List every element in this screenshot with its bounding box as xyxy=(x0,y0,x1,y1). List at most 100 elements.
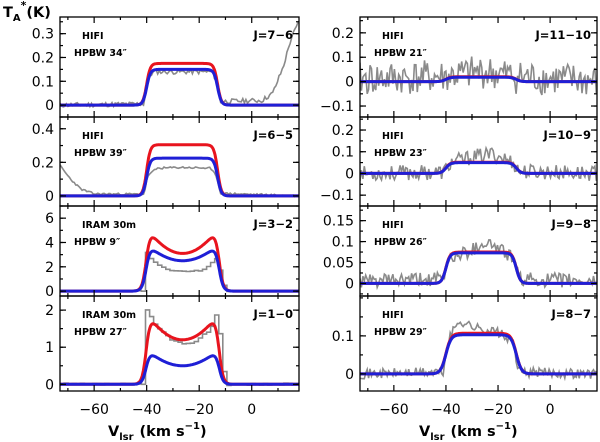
plot-area xyxy=(60,236,299,293)
y-tick-label: 0.1 xyxy=(332,50,354,66)
model-line-blue xyxy=(360,75,597,84)
transition-label: J=10−9 xyxy=(542,128,591,142)
y-tick-label: 0 xyxy=(345,367,354,383)
observed-spectrum xyxy=(60,164,298,198)
y-tick-label: 0 xyxy=(45,98,54,114)
y-tick-label: 0.05 xyxy=(323,256,354,272)
transition-label: J=1−0 xyxy=(252,307,293,321)
x-axis-title-left: Vlsr (km s−1) xyxy=(108,421,207,442)
beam-label: HPBW 29″ xyxy=(374,327,428,338)
beam-label: HPBW 27″ xyxy=(74,327,128,338)
telescope-label: HIFI xyxy=(82,31,104,42)
plot-area xyxy=(360,56,597,96)
x-title-right-unit: (km s xyxy=(451,424,496,440)
x-title-right-sub: lsr xyxy=(430,432,444,442)
observed-spectrum xyxy=(360,239,597,291)
y-tick-label: 0.4 xyxy=(32,122,54,138)
y-tick-label: 0.3 xyxy=(32,27,54,43)
telescope-label: HIFI xyxy=(82,131,104,142)
panel-right-1: −0.1 0 0.1 0.2 HIFI HPBW 23″ J=10−9 xyxy=(320,116,598,207)
x-title-left-sup: −1 xyxy=(185,421,200,432)
telescope-label: IRAM 30m xyxy=(82,220,136,231)
y-tick-label: −0.1 xyxy=(320,188,354,204)
y-tick-label: 0.2 xyxy=(332,123,354,139)
x-tick-label: −60 xyxy=(379,402,409,418)
y-axis-title: TA*(K) xyxy=(3,0,51,24)
x-tick-label: −40 xyxy=(132,402,162,418)
y-tick-label: 6 xyxy=(45,211,54,227)
model-line-blue xyxy=(360,161,597,175)
observed-spectrum xyxy=(60,251,299,293)
model-line-blue xyxy=(360,333,597,376)
beam-label: HPBW 39″ xyxy=(74,148,128,159)
y-tick-label: 0.1 xyxy=(332,145,354,161)
panel-left-3: 0 1 2 −60 −40 −20 0 IRAM 30m HPBW 27″ J=1−0 xyxy=(45,295,300,418)
observed-spectrum xyxy=(360,320,597,382)
x-axis-title-right: Vlsr (km s−1) xyxy=(419,421,518,442)
panel-left-1: 0 0.2 0.4 HIFI HPBW 39″ J=6−5 xyxy=(32,116,300,207)
x-title-right-sup: −1 xyxy=(496,421,511,432)
beam-label: HPBW 9″ xyxy=(74,237,121,248)
y-tick-label: 0.15 xyxy=(323,214,354,230)
panel-right-0: −0.1 0 0.1 0.2 HIFI HPBW 21″ J=11−10 xyxy=(320,16,598,118)
panel-right-2: 0 0.05 0.1 0.15 HIFI HPBW 26″ J=9−8 xyxy=(323,205,598,297)
y-axis-title-sub: A xyxy=(13,13,21,24)
transition-label: J=9−8 xyxy=(550,217,591,231)
beam-label: HPBW 34″ xyxy=(74,48,128,59)
transition-label: J=6−5 xyxy=(252,128,293,142)
y-tick-label: 2 xyxy=(45,260,54,276)
y-tick-label: 0 xyxy=(345,75,354,91)
x-tick-label: −20 xyxy=(483,402,513,418)
y-tick-label: 1 xyxy=(45,340,54,356)
panel-left-2: 0 2 4 6 IRAM 30m HPBW 9″ J=3−2 xyxy=(45,205,300,300)
x-tick-label: −20 xyxy=(184,402,214,418)
y-tick-label: 0.1 xyxy=(332,329,354,345)
y-tick-label: 0.2 xyxy=(32,155,54,171)
telescope-label: IRAM 30m xyxy=(82,310,136,321)
y-tick-label: 4 xyxy=(45,235,54,251)
panel-frame xyxy=(359,295,598,392)
observed-spectrum xyxy=(360,145,597,183)
plot-area xyxy=(60,143,299,198)
y-tick-label: 0.2 xyxy=(332,26,354,42)
telescope-label: HIFI xyxy=(382,131,404,142)
x-title-right-close: ) xyxy=(511,424,518,440)
model-line-blue xyxy=(60,67,299,107)
y-tick-label: 0 xyxy=(345,276,354,292)
y-axis-title-main: T xyxy=(3,5,13,21)
beam-label: HPBW 26″ xyxy=(374,237,428,248)
plot-area xyxy=(60,309,299,387)
panel-right-3: 0 0.1 −60 −40 −20 0 HIFI HPBW 29″ J=8−7 xyxy=(332,295,598,418)
beam-label: HPBW 21″ xyxy=(374,48,428,59)
y-tick-label: 0 xyxy=(45,284,54,300)
panel-left-0: 0 0.1 0.2 0.3 HIFI HPBW 34″ J=7−6 xyxy=(32,16,300,118)
x-tick-label: 0 xyxy=(247,402,256,418)
y-tick-label: 0 xyxy=(45,377,54,393)
observed-spectrum xyxy=(60,309,299,387)
y-tick-label: −0.1 xyxy=(320,99,354,115)
y-tick-label: 0 xyxy=(45,189,54,205)
panel-frame xyxy=(59,295,300,392)
telescope-label: HIFI xyxy=(382,310,404,321)
observed-spectrum xyxy=(360,56,597,96)
model-line-blue xyxy=(60,156,299,198)
beam-label: HPBW 23″ xyxy=(374,148,428,159)
y-tick-label: 2 xyxy=(45,303,54,319)
y-tick-label: 0.1 xyxy=(332,235,354,251)
plot-area xyxy=(60,22,299,109)
x-tick-label: −60 xyxy=(79,402,109,418)
x-title-right-main: V xyxy=(419,424,431,440)
y-axis-title-sup: * xyxy=(21,0,27,12)
x-title-left-close: ) xyxy=(200,424,207,440)
transition-label: J=11−10 xyxy=(534,28,591,42)
transition-label: J=3−2 xyxy=(252,217,293,231)
y-axis-title-unit: (K) xyxy=(26,5,51,21)
x-tick-label: −40 xyxy=(431,402,461,418)
x-title-left-sub: lsr xyxy=(119,432,133,442)
transition-label: J=7−6 xyxy=(252,28,293,42)
y-tick-label: 0 xyxy=(345,166,354,182)
panels-layer: 0 0.1 0.2 0.3 HIFI HPBW 34″ J=7−6 0 0.2 0.4 HIFI HP… xyxy=(32,16,598,418)
model-line-blue xyxy=(60,354,299,386)
transition-label: J=8−7 xyxy=(550,307,591,321)
